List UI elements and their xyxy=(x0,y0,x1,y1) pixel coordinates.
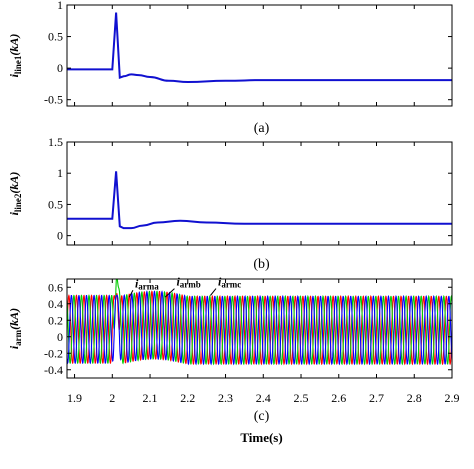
y-tick-label: 0.6 xyxy=(48,280,63,294)
series-wave-i_armb xyxy=(67,279,452,366)
x-tick-label: 2.8 xyxy=(407,391,422,405)
x-tick-label: 2 xyxy=(109,391,115,405)
y-tick-label: 1.5 xyxy=(48,135,63,149)
x-tick-label: 2.5 xyxy=(294,391,309,405)
annotation-leader-arma xyxy=(128,290,134,298)
annotation-leader-armb xyxy=(164,288,175,298)
y-axis-label-unit: (kA) xyxy=(7,34,21,56)
panel-caption: (a) xyxy=(254,121,270,136)
x-tick-label: 1.9 xyxy=(67,391,82,405)
annotation-sub: armc xyxy=(221,280,241,290)
x-tick-label: 2.7 xyxy=(369,391,384,405)
y-tick-label: 1 xyxy=(57,166,63,180)
y-tick-label: 0.5 xyxy=(48,30,63,44)
y-tick-label: 1 xyxy=(57,0,63,12)
chart-panel-1: 1 0.5 0 -0.5 iline1(kA) (a) xyxy=(7,0,453,136)
y-axis-label-unit: (kA) xyxy=(7,172,21,194)
y-axis-label-main: i xyxy=(7,345,21,349)
y-axis-label-main: i xyxy=(7,73,21,77)
y-axis-label: iarm(kA) xyxy=(7,308,23,349)
y-tick-label: 0 xyxy=(57,229,63,243)
chart-panel-2: 1.5 1 0.5 0 iline2(kA) (b) xyxy=(7,135,453,272)
annotation-leader-armc xyxy=(210,288,217,296)
x-tick-label: 2.2 xyxy=(180,391,195,405)
annotation-sub: armb xyxy=(180,280,201,290)
y-axis-label: iline1(kA) xyxy=(7,34,23,78)
annotation-arma: iarma xyxy=(135,276,159,291)
plot-area xyxy=(67,171,452,230)
series-line-1 xyxy=(67,171,452,230)
panel-caption: (c) xyxy=(254,409,270,424)
plot-area xyxy=(67,279,452,366)
annotation-main: i xyxy=(218,275,222,289)
y-axis-label-sub: line2 xyxy=(13,193,23,212)
x-tick-label: 2.6 xyxy=(331,391,346,405)
y-tick-label: -0.2 xyxy=(44,346,63,360)
y-tick-label: 0 xyxy=(57,61,63,75)
y-tick-label: -0.5 xyxy=(44,93,63,107)
annotation-main: i xyxy=(135,276,139,290)
x-tick-label: 2.4 xyxy=(256,391,271,405)
series-wave-i_armc xyxy=(67,290,452,366)
y-axis-label-main: i xyxy=(7,211,21,215)
panel-caption: (b) xyxy=(253,257,270,272)
series-wave-i_arma xyxy=(67,290,452,366)
axes-frame xyxy=(66,141,453,246)
series-line-1 xyxy=(67,12,452,84)
x-tick-label: 2.3 xyxy=(218,391,233,405)
y-axis-label-sub: arm xyxy=(13,329,23,345)
annotation-main: i xyxy=(176,275,180,289)
y-tick-label: 0.5 xyxy=(48,197,63,211)
y-tick-label: 0.2 xyxy=(48,313,63,327)
y-tick-label: -0.4 xyxy=(44,363,63,377)
y-axis-label-unit: (kA) xyxy=(7,308,21,330)
plot-area xyxy=(67,12,452,84)
axes-frame xyxy=(66,278,453,379)
x-tick-label: 2.1 xyxy=(143,391,158,405)
y-axis-label: iline2(kA) xyxy=(7,172,23,216)
annotation-sub: arma xyxy=(138,281,159,291)
x-axis-label: Time(s) xyxy=(240,430,282,445)
y-axis-label-sub: line1 xyxy=(13,55,23,74)
annotation-armc: iarmc xyxy=(218,275,241,290)
y-tick-label: 0 xyxy=(57,330,63,344)
x-tick-label: 2.9 xyxy=(445,391,460,405)
annotation-armb: iarmb xyxy=(176,275,200,290)
axes-frame xyxy=(66,4,453,107)
y-tick-label: 0.4 xyxy=(48,297,63,311)
